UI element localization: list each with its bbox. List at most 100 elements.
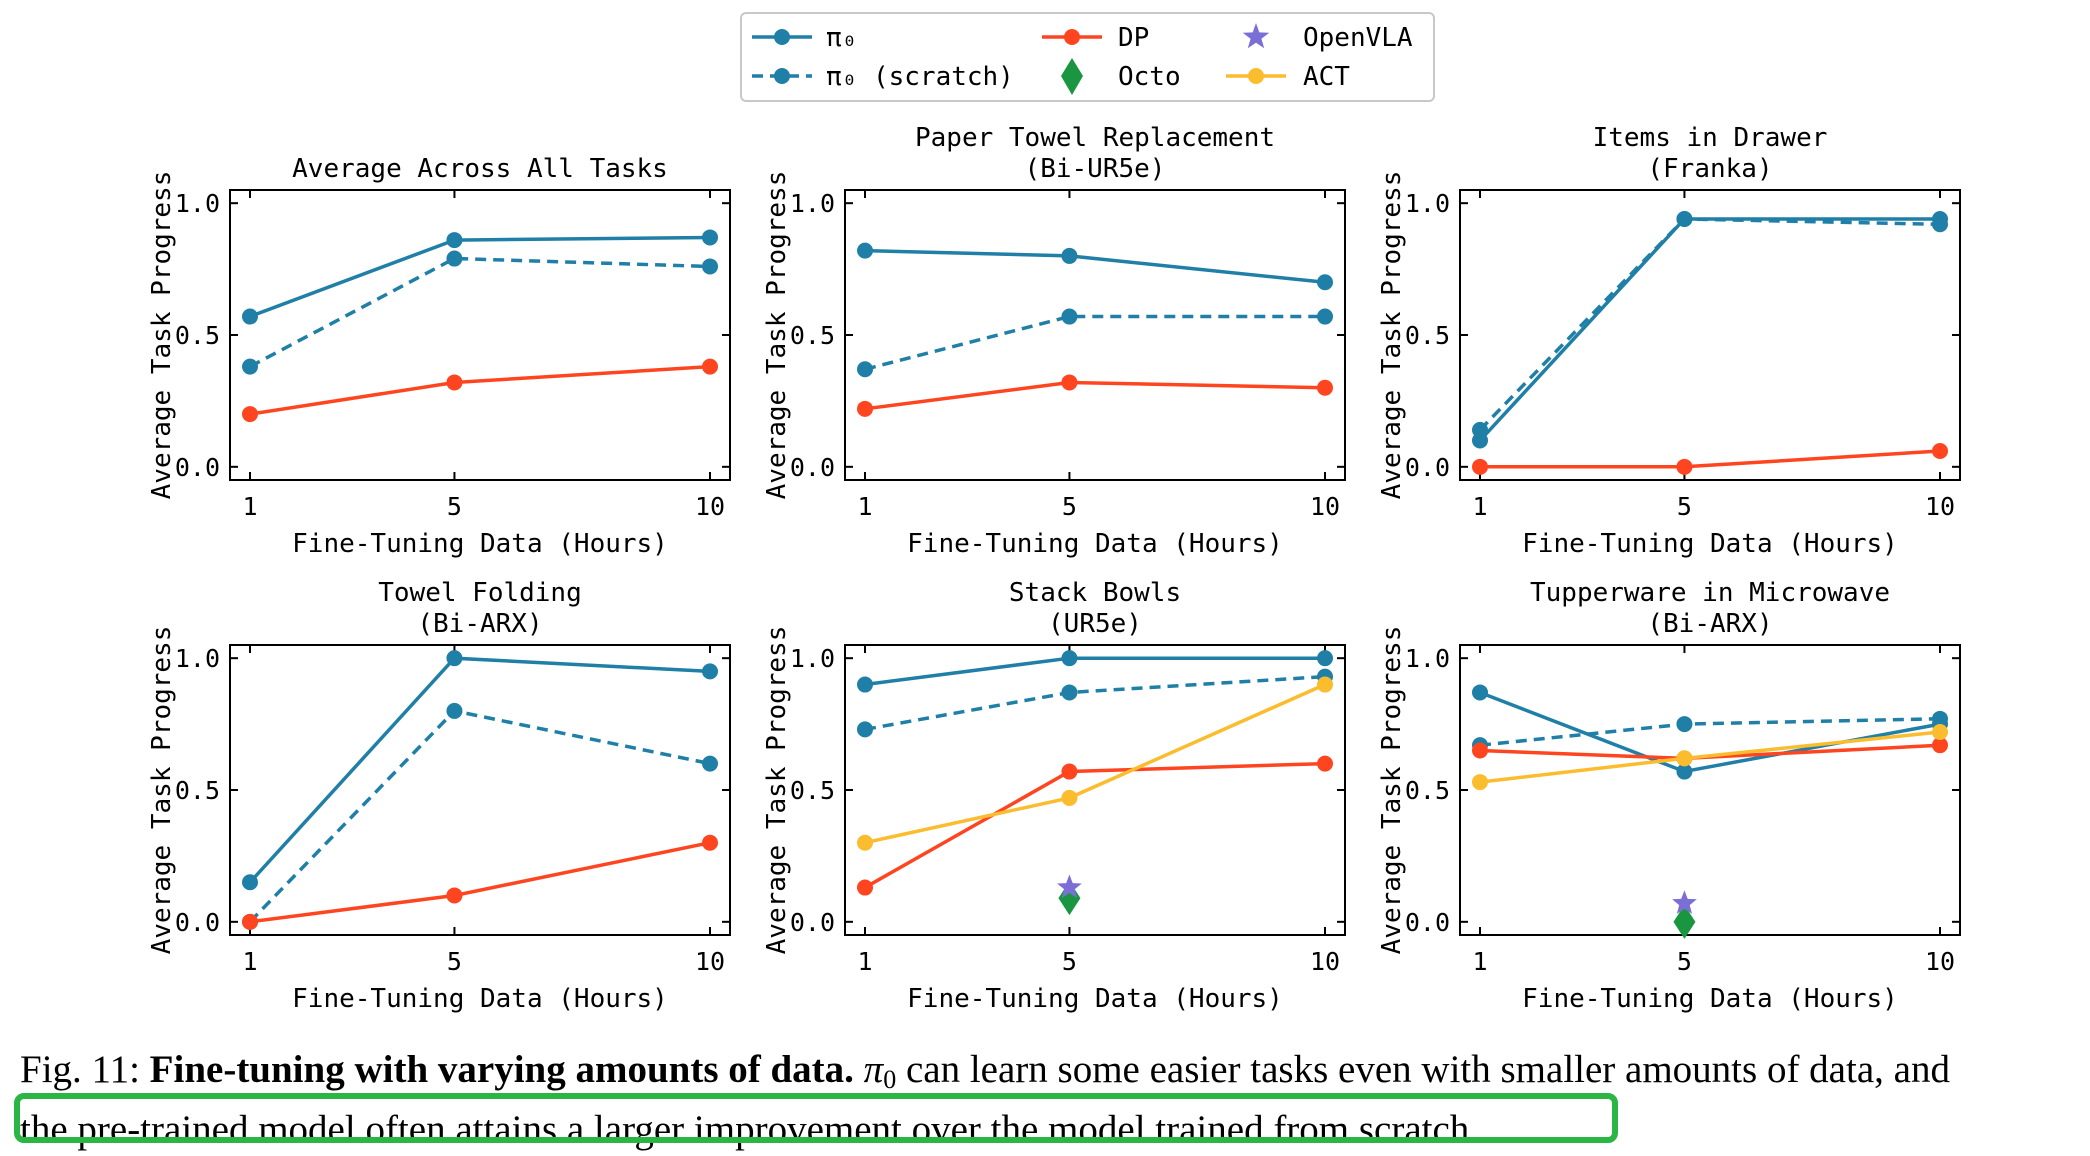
data-point-dp bbox=[242, 406, 258, 423]
data-point-pi0-scratch bbox=[1317, 308, 1333, 325]
series-line-dp bbox=[249, 364, 711, 416]
x-tick-label: 10 bbox=[1925, 947, 1955, 976]
data-point-act bbox=[1061, 789, 1078, 806]
legend-label-pi0: π₀ bbox=[826, 23, 857, 53]
caption-bold-title: Fine-tuning with varying amounts of data… bbox=[149, 1048, 854, 1091]
caption-text-part1: can learn some easier tasks even with sm… bbox=[905, 1048, 1950, 1091]
x-axis-label: Fine-Tuning Data (Hours) bbox=[1522, 529, 1898, 559]
y-tick-label: 1.0 bbox=[790, 189, 835, 218]
plot-frame bbox=[229, 189, 731, 481]
chart-panels: Average Across All Tasks 0.0 0.5 1.0 1 5 10 Fin… bbox=[147, 123, 1961, 1014]
y-tick-label: 0.0 bbox=[790, 908, 835, 937]
data-point-pi0-scratch bbox=[857, 361, 873, 378]
x-tick-label: 1 bbox=[1472, 947, 1487, 976]
data-point-pi0 bbox=[446, 232, 463, 249]
data-point-pi0 bbox=[1061, 247, 1078, 264]
y-tick-label: 1.0 bbox=[175, 189, 220, 218]
series-line-pi0-scratch bbox=[864, 314, 1325, 371]
legend-marker-octo bbox=[1061, 58, 1083, 95]
x-tick-label: 10 bbox=[695, 492, 725, 521]
series-line-dp bbox=[864, 761, 1326, 890]
data-point-pi0 bbox=[702, 663, 718, 680]
data-point-pi0-scratch bbox=[1061, 684, 1078, 701]
y-tick-label: 0.5 bbox=[790, 321, 835, 350]
data-point-pi0 bbox=[1317, 650, 1333, 667]
chart-panel-2: Paper Towel Replacement(Bi-UR5e) 0.0 0.5 1.… bbox=[762, 123, 1346, 559]
x-axis-label: Fine-Tuning Data (Hours) bbox=[1522, 984, 1898, 1014]
y-tick-label: 0.5 bbox=[1405, 321, 1450, 350]
chart-panel-3: Items in Drawer(Franka) 0.0 0.5 1.0 1 5 10 Fine… bbox=[1377, 123, 1961, 559]
y-axis-label: Average Task Progress bbox=[1377, 171, 1407, 500]
data-point-pi0-scratch bbox=[1676, 211, 1693, 227]
x-tick-label: 5 bbox=[1677, 492, 1692, 521]
data-point-pi0 bbox=[1061, 650, 1078, 667]
y-tick-label: 0.5 bbox=[175, 776, 220, 805]
y-axis-label: Average Task Progress bbox=[147, 171, 177, 500]
series-line-dp bbox=[249, 840, 711, 924]
data-point-pi0-scratch bbox=[1472, 421, 1488, 438]
data-point-pi0-scratch bbox=[242, 358, 258, 375]
chart-subtitle: (Bi-ARX) bbox=[417, 609, 542, 639]
data-point-pi0 bbox=[242, 874, 258, 891]
data-point-act bbox=[1932, 724, 1948, 740]
legend-label-octo: Octo bbox=[1118, 62, 1181, 92]
chart-panel-6: Tupperware in Microwave(Bi-ARX) 0.0 0.5 1.0… bbox=[1377, 578, 1961, 1014]
legend-label-dp: DP bbox=[1118, 23, 1149, 53]
x-tick-label: 10 bbox=[1310, 947, 1340, 976]
y-tick-label: 0.0 bbox=[1405, 453, 1450, 482]
legend: π₀ π₀ (scratch) DP Octo OpenVLA ACT bbox=[740, 12, 1435, 102]
data-point-dp bbox=[857, 400, 873, 417]
marker-openvla bbox=[1672, 890, 1697, 914]
plot-frame bbox=[844, 644, 1346, 936]
chart-panel-1: Average Across All Tasks 0.0 0.5 1.0 1 5 10 Fin… bbox=[147, 154, 731, 559]
data-point-dp bbox=[1061, 374, 1078, 391]
x-tick-label: 1 bbox=[242, 492, 257, 521]
data-point-act bbox=[1317, 676, 1333, 693]
series-line-act bbox=[1479, 730, 1941, 784]
figure-canvas: π₀ π₀ (scratch) DP Octo OpenVLA ACT Aver… bbox=[147, 12, 1961, 1014]
data-point-dp bbox=[1061, 763, 1078, 780]
legend-marker-act bbox=[1248, 68, 1264, 84]
data-point-pi0 bbox=[857, 242, 873, 259]
y-tick-label: 1.0 bbox=[790, 644, 835, 673]
y-tick-label: 1.0 bbox=[1405, 189, 1450, 218]
y-axis-label: Average Task Progress bbox=[1377, 626, 1407, 955]
series-line-pi0-scratch bbox=[864, 674, 1326, 732]
x-tick-label: 5 bbox=[1677, 947, 1692, 976]
y-tick-label: 0.0 bbox=[1405, 908, 1450, 937]
legend-label-openvla: OpenVLA bbox=[1303, 23, 1413, 53]
x-axis-label: Fine-Tuning Data (Hours) bbox=[907, 984, 1283, 1014]
series-line-pi0-scratch bbox=[1479, 717, 1941, 747]
x-tick-label: 10 bbox=[695, 947, 725, 976]
caption-pi-symbol: π bbox=[863, 1048, 884, 1091]
legend-marker-openvla bbox=[1242, 23, 1270, 49]
data-point-pi0-scratch bbox=[857, 721, 873, 738]
data-point-pi0 bbox=[702, 229, 718, 246]
chart-title: Average Across All Tasks bbox=[292, 154, 668, 184]
series-line-pi0-scratch bbox=[249, 256, 711, 369]
data-point-dp bbox=[1317, 379, 1333, 396]
legend-label-act: ACT bbox=[1303, 62, 1350, 92]
marker-octo bbox=[1058, 881, 1081, 916]
caption-pi-subscript: 0 bbox=[883, 1065, 897, 1094]
data-point-dp bbox=[702, 358, 718, 375]
x-tick-label: 5 bbox=[447, 947, 462, 976]
x-tick-label: 1 bbox=[1472, 492, 1487, 521]
data-point-pi0-scratch bbox=[1061, 308, 1078, 325]
y-axis-label: Average Task Progress bbox=[762, 171, 792, 500]
series-line-dp bbox=[1480, 449, 1941, 469]
caption-highlight-box bbox=[14, 1093, 1618, 1143]
figure-caption: Fig. 11: Fine-tuning with varying amount… bbox=[20, 1045, 2080, 1155]
data-point-dp bbox=[857, 879, 873, 896]
data-point-dp bbox=[446, 374, 463, 391]
data-point-pi0 bbox=[446, 650, 463, 667]
chart-title: Towel Folding bbox=[378, 578, 582, 608]
data-point-pi0-scratch bbox=[702, 755, 718, 772]
chart-panel-4: Towel Folding(Bi-ARX) 0.0 0.5 1.0 1 5 10 Fine-T… bbox=[147, 578, 731, 1014]
plot-frame bbox=[1459, 644, 1961, 936]
marker-openvla bbox=[1057, 874, 1082, 899]
data-point-pi0-scratch bbox=[1932, 710, 1948, 727]
data-point-pi0-scratch bbox=[702, 258, 718, 275]
chart-title: Stack Bowls bbox=[1009, 578, 1181, 608]
x-axis-label: Fine-Tuning Data (Hours) bbox=[292, 984, 668, 1014]
